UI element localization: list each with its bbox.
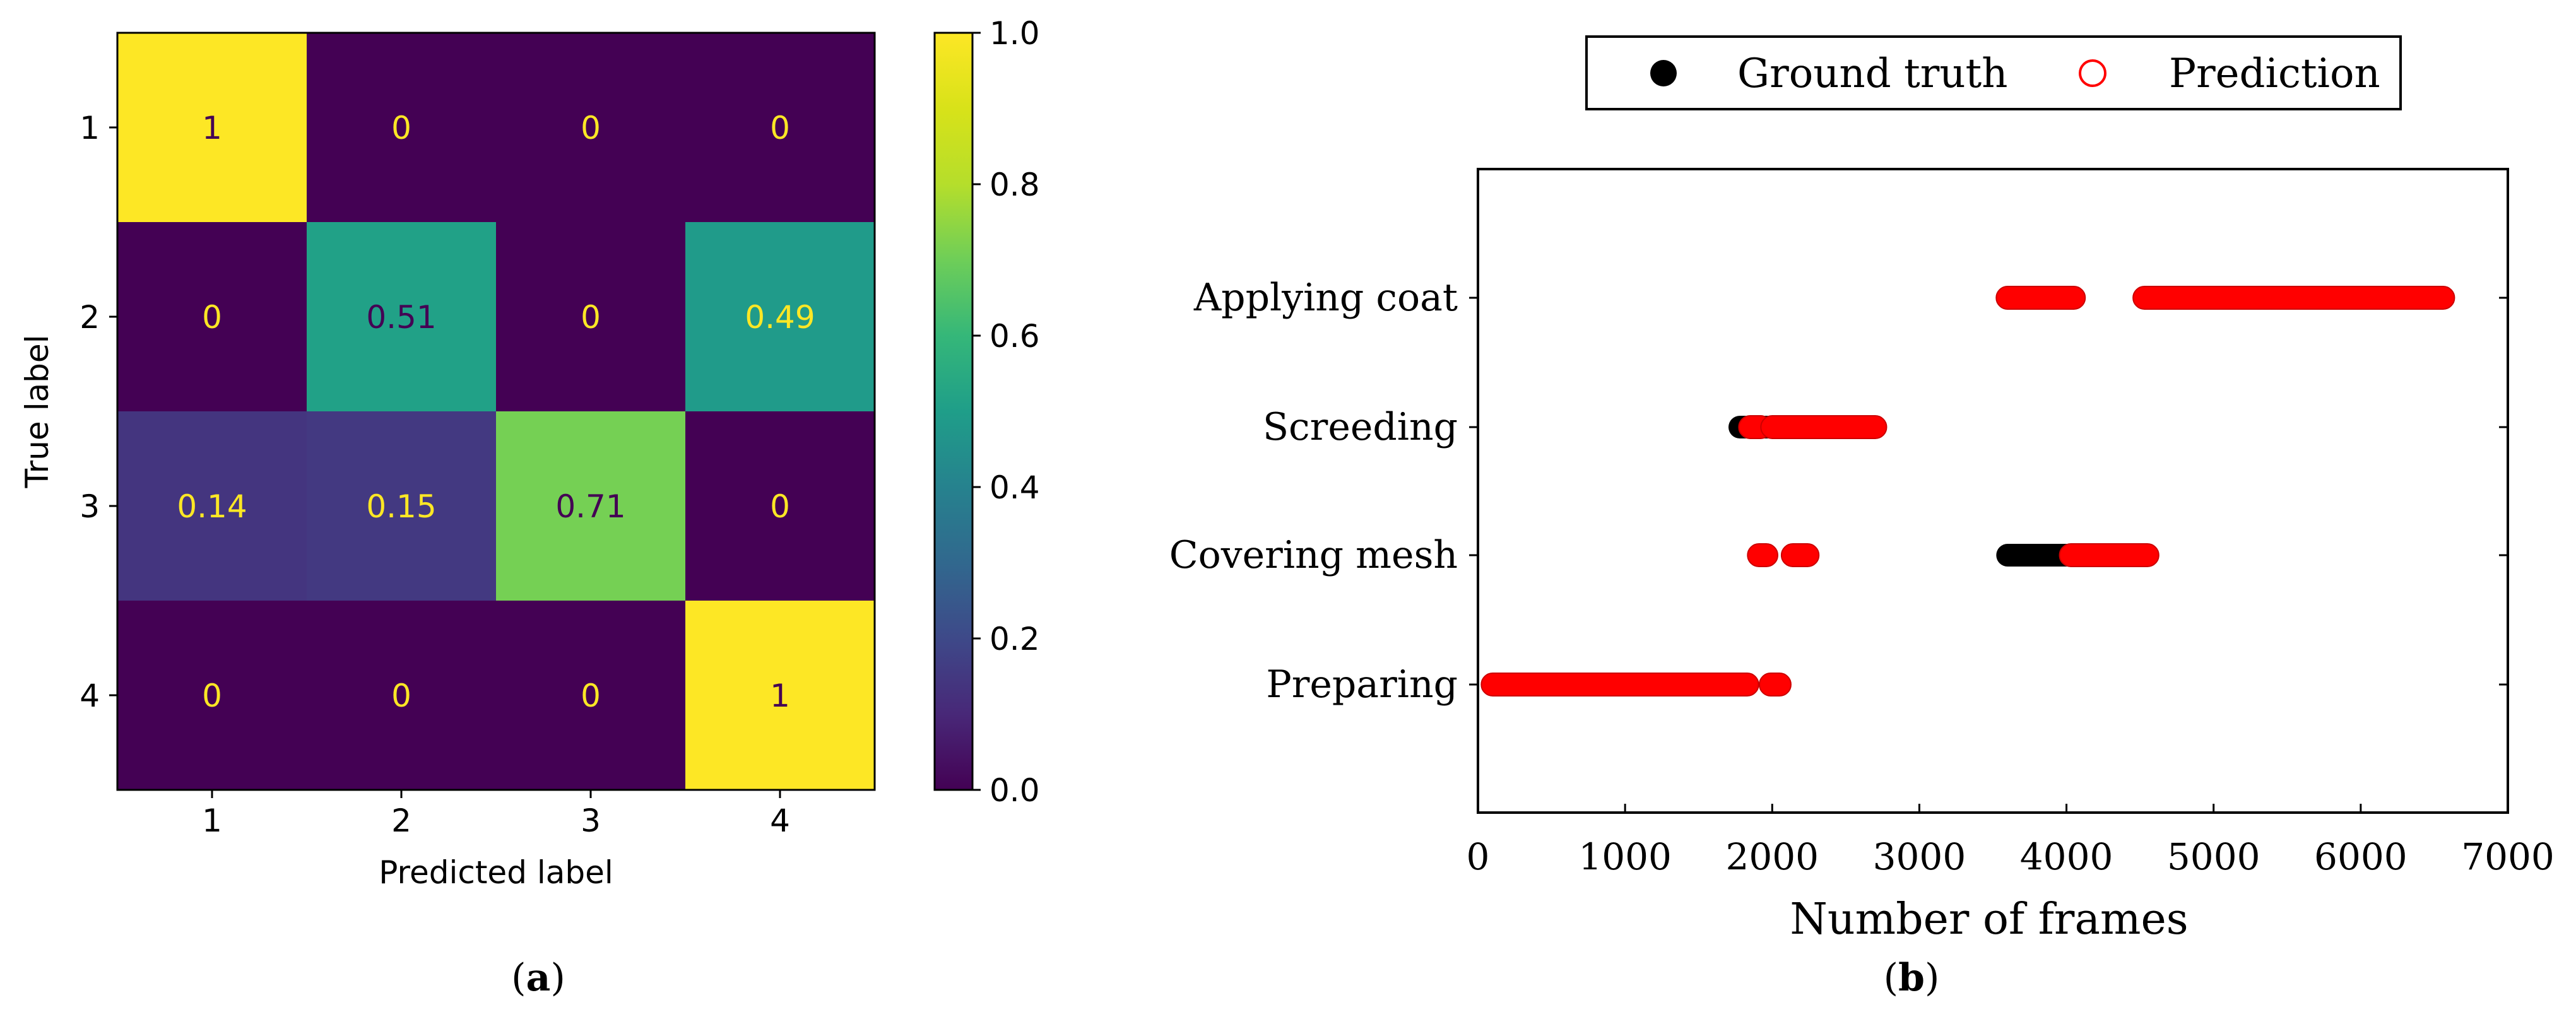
- legend: Ground truth Prediction: [1585, 35, 2402, 110]
- panel-b-caption: (b): [1884, 956, 1940, 1000]
- plot-frame: [1477, 168, 2509, 814]
- prediction-segment: [1760, 415, 1888, 439]
- heatmap-cell-r4-c1: [117, 601, 307, 790]
- heatmap-cell-label: 0: [202, 678, 222, 714]
- svg-text:(a): (a): [511, 956, 565, 1000]
- confusion-matrix-panel: 1 0 0 0 0 0.51 0 0.49 0.14 0.15 0.71 0 0 0 0 1 1 2 3 4 1 2 3…: [19, 15, 1040, 1000]
- heatmap-cell-r3-c2: [307, 411, 496, 601]
- heatmap-cell-r4-c3: [496, 601, 685, 790]
- timeline-x-tick-label: 4000: [2020, 835, 2113, 878]
- colorbar-frame: [933, 32, 974, 791]
- heatmap-x-tick-label: 2: [391, 802, 411, 839]
- prediction-segment: [1995, 286, 2086, 310]
- legend-ground-truth-label: Ground truth: [1737, 50, 2007, 97]
- heatmap-cell-label: 0: [391, 110, 411, 146]
- timeline-x-ticks: 0 1000 2000 3000 4000 5000 6000 7000: [1467, 804, 2555, 878]
- colorbar: [935, 33, 972, 790]
- heatmap-cell-r4-c4: [685, 601, 875, 790]
- legend-ground-truth-marker: [1650, 60, 1677, 86]
- panel-a-label: a: [526, 956, 551, 1000]
- heatmap-cell-r1-c4: [685, 33, 875, 222]
- heatmap-cell-label: 0: [770, 110, 790, 146]
- timeline-x-tick-label: 7000: [2461, 835, 2555, 878]
- heatmap-y-tick-label: 2: [80, 299, 100, 336]
- heatmap-y-tick-label: 1: [80, 110, 100, 146]
- timeline-x-tick-label: 6000: [2314, 835, 2408, 878]
- timeline-x-tick-label: 5000: [2167, 835, 2260, 878]
- heatmap-cell-r1-c1: [117, 33, 307, 222]
- heatmap-cell-label: 0.51: [366, 299, 436, 336]
- panel-b-label: b: [1898, 956, 1925, 1000]
- heatmap-x-axis-label: Predicted label: [379, 854, 613, 891]
- heatmap-cell-label: 0.71: [555, 488, 625, 525]
- colorbar-tick-label: 0.2: [990, 621, 1040, 657]
- heatmap-cell-r2-c1: [117, 222, 307, 411]
- heatmap-x-tick-label: 4: [770, 802, 790, 839]
- heatmap-cell-r2-c3: [496, 222, 685, 411]
- heatmap-cell-label: 0.49: [745, 299, 815, 336]
- timeline-x-axis-label: Number of frames: [1790, 895, 2188, 944]
- heatmap-cell-r3-c1: [117, 411, 307, 601]
- timeline-y-ticks: Preparing Covering mesh Screeding Applying …: [1169, 276, 2508, 707]
- heatmap-cell-label: 0: [581, 299, 601, 336]
- heatmap-cells: [117, 33, 875, 790]
- timeline-x-tick-label: 2000: [1725, 835, 1819, 878]
- prediction-segment: [1480, 673, 1759, 697]
- heatmap-y-tick-label: 3: [80, 488, 100, 525]
- timeline-category-label: Covering mesh: [1169, 533, 1458, 577]
- heatmap-cell-r2-c2: [307, 222, 496, 411]
- heatmap-x-tick-label: 3: [581, 802, 601, 839]
- heatmap-cell-r3-c3: [496, 411, 685, 601]
- heatmap-cell-label: 0: [202, 299, 222, 336]
- heatmap-cell-label: 0: [391, 678, 411, 714]
- legend-box: [1585, 35, 2402, 110]
- legend-prediction-label: Prediction: [2169, 50, 2380, 97]
- heatmap-cell-r2-c4: [685, 222, 875, 411]
- timeline-category-label: Screeding: [1263, 405, 1458, 449]
- prediction-segment: [1780, 543, 1820, 567]
- colorbar-tick-label: 1.0: [990, 15, 1040, 52]
- timeline-x-tick-label: 0: [1467, 835, 1490, 878]
- heatmap-cell-label: 0: [581, 678, 601, 714]
- prediction-segment: [2132, 286, 2455, 310]
- legend-prediction-marker: [2079, 59, 2106, 87]
- timeline-x-tick-label: 1000: [1578, 835, 1672, 878]
- heatmap-cell-r1-c2: [307, 33, 496, 222]
- colorbar-ticks: 0.0 0.2 0.4 0.6 0.8 1.0: [972, 15, 1040, 809]
- svg-text:(b): (b): [1884, 956, 1940, 1000]
- heatmap-cell-label: 1: [202, 110, 222, 146]
- heatmap-y-tick-label: 4: [80, 678, 100, 714]
- prediction-segment: [1747, 543, 1778, 567]
- timeline-panel: Ground truth Prediction 0 1000 2000 3000 400…: [1169, 35, 2555, 1000]
- timeline-segments: [1480, 286, 2455, 697]
- timeline-category-label: Preparing: [1266, 662, 1458, 707]
- timeline-category-label: Applying coat: [1193, 276, 1458, 320]
- heatmap-cell-label: 0.14: [177, 488, 247, 525]
- prediction-segment: [1758, 673, 1792, 697]
- panel-a-caption: (a): [511, 956, 565, 1000]
- heatmap-cell-r1-c3: [496, 33, 685, 222]
- heatmap-y-axis-label: True label: [19, 334, 56, 488]
- heatmap-cell-label: 0.15: [366, 488, 436, 525]
- heatmap-cell-label: 1: [770, 678, 790, 714]
- heatmap-y-ticks: 1 2 3 4: [80, 110, 117, 714]
- heatmap-x-tick-label: 1: [202, 802, 222, 839]
- timeline-x-tick-label: 3000: [1873, 835, 1966, 878]
- heatmap-cell-labels: 1 0 0 0 0 0.51 0 0.49 0.14 0.15 0.71 0 0 0 0 1: [177, 110, 815, 714]
- heatmap-cell-label: 0: [581, 110, 601, 146]
- heatmap-cell-r3-c4: [685, 411, 875, 601]
- colorbar-tick-label: 0.4: [990, 469, 1040, 506]
- prediction-segment: [2059, 543, 2159, 567]
- colorbar-tick-label: 0.6: [990, 318, 1040, 355]
- colorbar-tick-label: 0.0: [990, 772, 1040, 809]
- heatmap-frame: [116, 32, 876, 791]
- heatmap-x-ticks: 1 2 3 4: [202, 790, 790, 839]
- heatmap-cell-label: 0: [770, 488, 790, 525]
- heatmap-cell-r4-c2: [307, 601, 496, 790]
- colorbar-tick-label: 0.8: [990, 167, 1040, 203]
